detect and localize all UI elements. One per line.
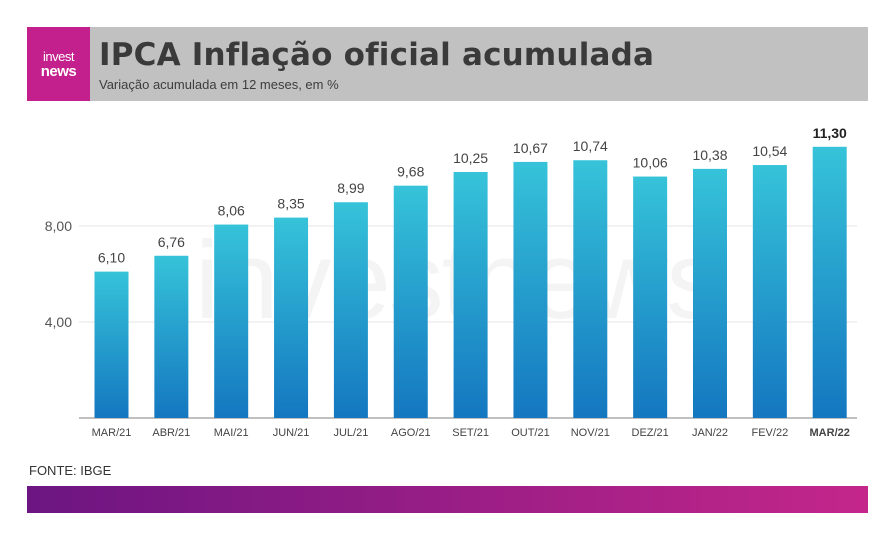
data-label: 8,06 — [218, 203, 245, 219]
investnews-logo: invest news — [27, 27, 90, 101]
chart-subtitle: Variação acumulada em 12 meses, em % — [99, 77, 339, 92]
bar — [393, 185, 428, 418]
y-tick-label: 4,00 — [45, 314, 72, 330]
x-tick-label: JUL/21 — [333, 427, 368, 439]
logo-text-top: invest — [43, 48, 74, 64]
x-tick-label: FEV/22 — [752, 427, 789, 439]
logo-text-bottom: news — [40, 62, 77, 80]
y-tick-label: 8,00 — [45, 218, 72, 234]
x-tick-label: SET/21 — [452, 427, 489, 439]
bar — [453, 172, 488, 418]
source-note: FONTE: IBGE — [29, 463, 112, 478]
bar — [573, 160, 608, 419]
x-tick-label: AGO/21 — [391, 427, 431, 439]
bar — [752, 165, 787, 418]
data-label: 11,30 — [813, 125, 847, 141]
data-label: 6,76 — [158, 234, 185, 250]
bar — [333, 202, 368, 418]
data-label: 10,74 — [573, 138, 608, 154]
x-tick-label: OUT/21 — [511, 427, 550, 439]
x-tick-label: DEZ/21 — [632, 427, 669, 439]
bar — [812, 146, 847, 419]
x-tick-label: NOV/21 — [571, 427, 610, 439]
data-label: 10,06 — [633, 155, 668, 171]
data-label: 10,38 — [692, 147, 727, 163]
x-tick-label: JUN/21 — [273, 427, 310, 439]
bars — [94, 146, 847, 419]
bar — [513, 161, 548, 419]
bar — [94, 271, 129, 418]
x-tick-label: JAN/22 — [692, 427, 728, 439]
data-label: 8,99 — [337, 180, 364, 196]
x-tick-label: MAI/21 — [214, 427, 249, 439]
bar — [633, 176, 668, 418]
x-tick-label: ABR/21 — [152, 427, 190, 439]
data-label: 8,35 — [277, 196, 304, 212]
chart-header: invest news IPCA Inflação oficial acumul… — [27, 27, 868, 101]
bar — [274, 217, 309, 418]
bar — [154, 255, 189, 418]
footer-gradient-bar — [27, 486, 868, 513]
data-label: 6,10 — [98, 250, 125, 266]
data-label: 9,68 — [397, 164, 424, 180]
bar — [693, 168, 727, 418]
x-tick-label: MAR/22 — [810, 427, 850, 439]
x-tick-label: MAR/21 — [92, 427, 132, 439]
bar — [214, 224, 249, 418]
data-label: 10,54 — [752, 143, 787, 159]
data-label: 10,25 — [453, 150, 488, 166]
chart-title: IPCA Inflação oficial acumulada — [99, 37, 655, 73]
labels: 4,00 8,00 6,10 MAR/21 6,76 ABR/21 8,06 MAI/21 8,… — [45, 125, 850, 439]
data-label: 10,67 — [513, 140, 548, 156]
